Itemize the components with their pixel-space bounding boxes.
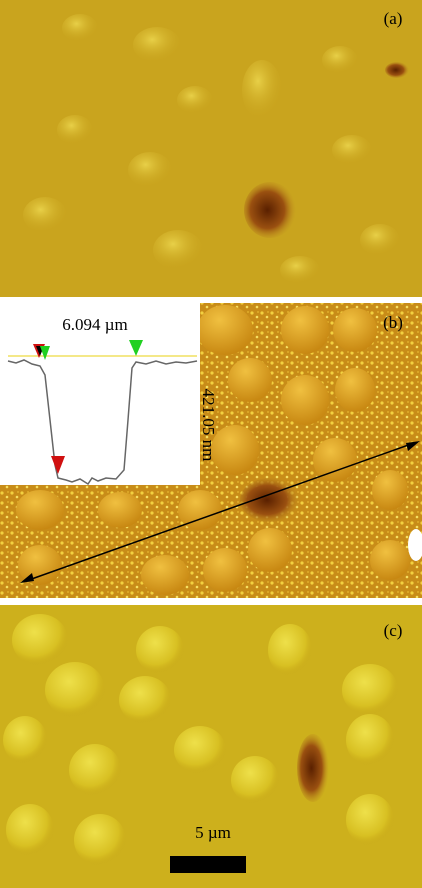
panel-label: (c) bbox=[384, 621, 403, 640]
panel-a: (a) bbox=[0, 0, 422, 297]
profile-depth: 421.05 nm bbox=[199, 389, 218, 462]
scale-bar-label: 5 µm bbox=[195, 823, 231, 842]
panel-label: (b) bbox=[383, 313, 403, 332]
page: (a) bbox=[0, 0, 422, 888]
profile-width: 6.094 µm bbox=[62, 315, 128, 334]
panel-b: 6.094 µm 421.05 nm (b) bbox=[0, 303, 422, 598]
panel-c: 5 µm (c) bbox=[0, 605, 422, 888]
figure: (a) bbox=[0, 0, 422, 888]
panel-label: (a) bbox=[384, 9, 403, 28]
scale-bar bbox=[170, 856, 246, 873]
